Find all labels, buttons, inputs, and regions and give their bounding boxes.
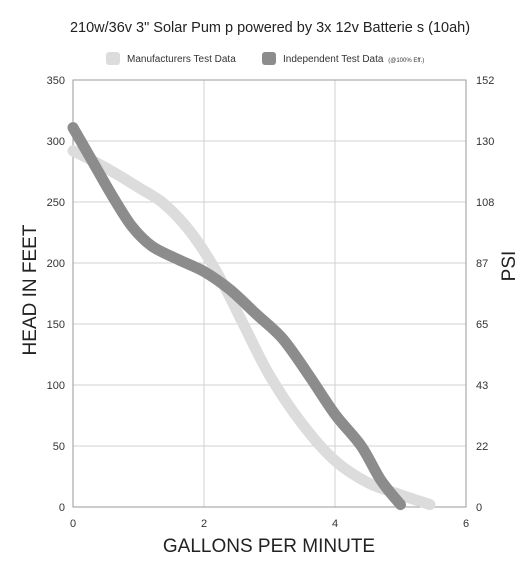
legend-label-independent-suffix: (@100% Eff.)	[388, 58, 424, 64]
x-axis-title: GALLONS PER MINUTE	[163, 536, 375, 557]
y-axis-title: HEAD IN FEET	[20, 224, 41, 355]
grid-layer	[73, 80, 466, 507]
y2-tick-label: 87	[476, 258, 488, 270]
legend-swatch-independent	[262, 52, 276, 65]
x-tick-label: 6	[463, 518, 469, 530]
y2-tick-label: 152	[476, 75, 494, 87]
legend-label-independent-group: Independent Test Data (@100% Eff.)	[283, 54, 424, 65]
x-tick-label: 0	[70, 518, 76, 530]
y-tick-label: 50	[53, 441, 65, 453]
plot-frame	[72, 79, 467, 508]
tick-layer: 0 50 100 150 200 250 300 350 0 22 43 65 87 108 130 152 0…	[47, 75, 495, 530]
y-tick-label: 100	[47, 380, 65, 392]
series-line-manufacturers	[67, 145, 436, 511]
y2-axis-title: PSI	[499, 251, 520, 282]
y2-tick-label: 130	[476, 136, 494, 148]
legend-label-independent: Independent Test Data	[283, 54, 384, 65]
y-tick-label: 150	[47, 319, 65, 331]
series-layer	[67, 122, 436, 511]
y-tick-label: 200	[47, 258, 65, 270]
legend-label-manufacturers: Manufacturers Test Data	[127, 54, 236, 65]
y2-tick-label: 108	[476, 197, 494, 209]
series-line-independent	[67, 122, 406, 511]
y2-tick-label: 43	[476, 380, 488, 392]
y2-tick-label: 0	[476, 502, 482, 514]
y2-tick-label: 22	[476, 441, 488, 453]
chart-title: 210w/36v 3" Solar Pum p powered by 3x 12…	[70, 20, 470, 36]
y-tick-label: 0	[59, 502, 65, 514]
y2-tick-label: 65	[476, 319, 488, 331]
legend-swatch-manufacturers	[106, 52, 120, 65]
y-tick-label: 300	[47, 136, 65, 148]
legend: Manufacturers Test Data Independent Test…	[106, 52, 424, 65]
y-tick-label: 250	[47, 197, 65, 209]
x-tick-label: 2	[201, 518, 207, 530]
y-tick-label: 350	[47, 75, 65, 87]
x-tick-label: 4	[332, 518, 338, 530]
